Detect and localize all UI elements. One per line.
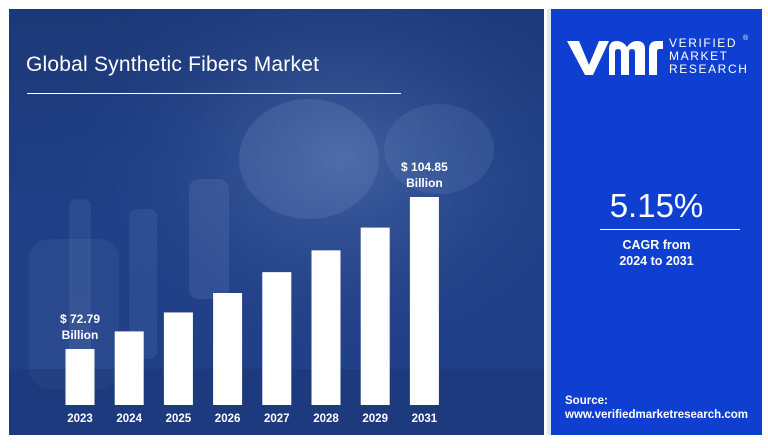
- infographic: Global Synthetic Fibers Market 2023 2024 2…: [9, 9, 762, 435]
- x-tick-label-2026: 2026: [215, 413, 241, 425]
- bar-2027: [262, 272, 292, 405]
- x-tick-label-2024: 2024: [116, 413, 142, 425]
- bar-2023: [65, 349, 95, 405]
- bar-chart: 2023 2024 2025 2026 2027 2028 2029 2031 $ 72.79 B…: [60, 160, 448, 425]
- bar-2031: [409, 197, 439, 405]
- x-tick-label-2023: 2023: [67, 413, 93, 425]
- x-tick-label-2031: 2031: [412, 413, 438, 425]
- registered-mark: ®: [743, 35, 749, 42]
- cagr-value: 5.15%: [609, 187, 704, 224]
- x-tick-label-2028: 2028: [313, 413, 339, 425]
- title-underline: [27, 93, 401, 94]
- bar-2026: [213, 293, 243, 405]
- source-label: Source:: [565, 395, 608, 407]
- brand-name: VERIFIED MARKET RESEARCH: [669, 37, 748, 76]
- vmr-logo-icon: [567, 41, 663, 75]
- data-label-2023-line-2: Billion: [62, 328, 99, 342]
- x-tick-label-2027: 2027: [264, 413, 290, 425]
- bar-2025: [163, 312, 193, 405]
- info-panel: VERIFIED MARKET RESEARCH ® 5.15% CAGR fr…: [551, 9, 762, 435]
- brand-logo: VERIFIED MARKET RESEARCH ®: [565, 35, 755, 95]
- brand-line-1: VERIFIED: [669, 36, 738, 50]
- source-url: www.verifiedmarketresearch.com: [565, 409, 749, 421]
- source-credit: Source: www.verifiedmarketresearch.com: [565, 394, 748, 422]
- x-tick-label-2029: 2029: [362, 413, 388, 425]
- chart-panel: Global Synthetic Fibers Market 2023 2024 2…: [9, 9, 544, 435]
- cagr-label-line-2: 2024 to 2031: [619, 254, 694, 268]
- bar-2028: [311, 250, 341, 405]
- data-label-2023-line-1: $ 72.79: [60, 312, 100, 326]
- panel-divider: [547, 9, 551, 435]
- data-label-2031-line-2: Billion: [406, 176, 443, 190]
- background-lab-image: [9, 9, 544, 435]
- cagr-underline: [600, 229, 740, 230]
- x-tick-label-2025: 2025: [166, 413, 192, 425]
- brand-line-3: RESEARCH: [669, 62, 749, 76]
- bar-2029: [360, 227, 390, 405]
- chart-title: Global Synthetic Fibers Market: [26, 53, 320, 76]
- brand-line-2: MARKET: [669, 49, 729, 63]
- bar-2024: [114, 331, 144, 405]
- cagr-label: CAGR from 2024 to 2031: [551, 237, 762, 269]
- cagr-label-line-1: CAGR from: [622, 238, 691, 252]
- data-label-2031-line-1: $ 104.85: [401, 160, 448, 174]
